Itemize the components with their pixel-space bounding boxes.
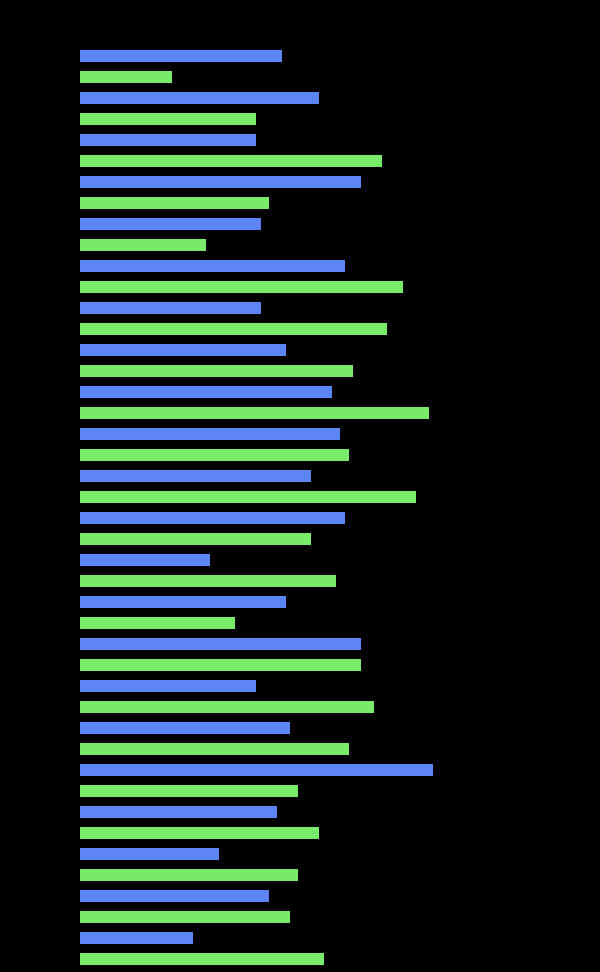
bar-30 <box>80 680 256 692</box>
bar-22 <box>80 512 345 524</box>
bar-23 <box>80 533 311 545</box>
bar-0 <box>80 50 282 62</box>
bar-41 <box>80 911 290 923</box>
bar-28 <box>80 638 361 650</box>
bar-34 <box>80 764 433 776</box>
bar-15 <box>80 365 353 377</box>
bar-17 <box>80 407 429 419</box>
bar-35 <box>80 785 298 797</box>
bar-16 <box>80 386 332 398</box>
bar-1 <box>80 71 172 83</box>
bar-42 <box>80 932 193 944</box>
bar-31 <box>80 701 374 713</box>
bar-12 <box>80 302 261 314</box>
bar-5 <box>80 155 382 167</box>
bar-32 <box>80 722 290 734</box>
bar-9 <box>80 239 206 251</box>
bar-10 <box>80 260 345 272</box>
bar-8 <box>80 218 261 230</box>
bar-25 <box>80 575 336 587</box>
bar-19 <box>80 449 349 461</box>
bar-37 <box>80 827 319 839</box>
bar-40 <box>80 890 269 902</box>
bar-13 <box>80 323 387 335</box>
bar-43 <box>80 953 324 965</box>
bar-18 <box>80 428 340 440</box>
bar-26 <box>80 596 286 608</box>
bar-7 <box>80 197 269 209</box>
bar-2 <box>80 92 319 104</box>
bar-3 <box>80 113 256 125</box>
bar-6 <box>80 176 361 188</box>
bar-4 <box>80 134 256 146</box>
bar-21 <box>80 491 416 503</box>
bar-24 <box>80 554 210 566</box>
bar-14 <box>80 344 286 356</box>
bar-20 <box>80 470 311 482</box>
bar-33 <box>80 743 349 755</box>
bar-38 <box>80 848 219 860</box>
bar-39 <box>80 869 298 881</box>
bar-11 <box>80 281 403 293</box>
bar-27 <box>80 617 235 629</box>
bar-29 <box>80 659 361 671</box>
bar-chart <box>0 0 600 972</box>
bar-36 <box>80 806 277 818</box>
